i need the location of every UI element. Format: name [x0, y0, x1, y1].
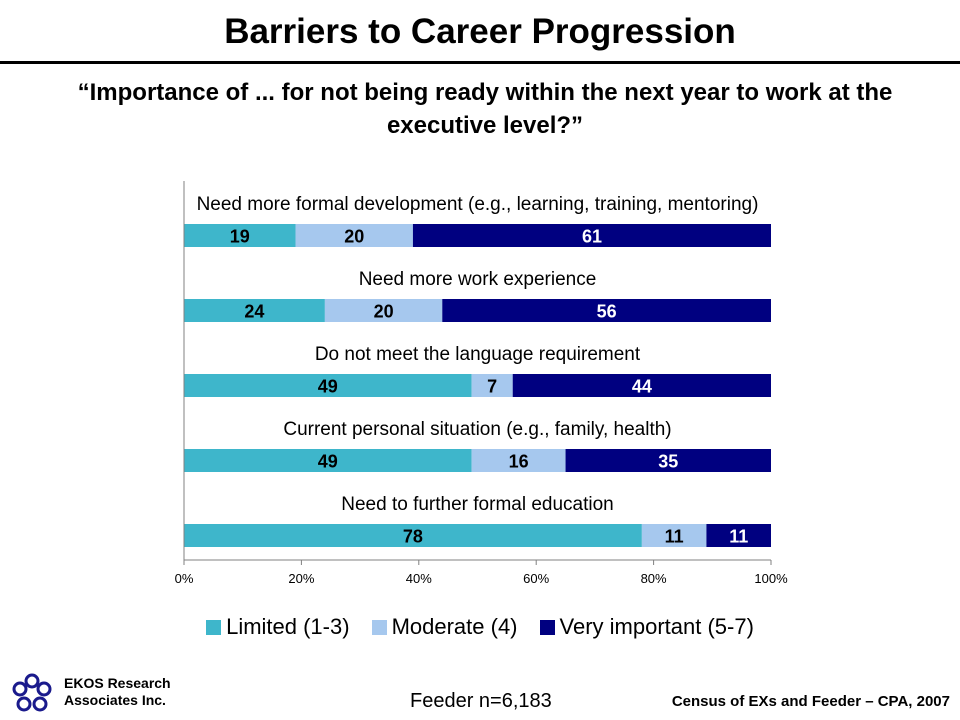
sample-size: Feeder n=6,183: [410, 690, 552, 712]
bar-very-important-5-7-2: [442, 299, 771, 322]
bar-moderate-4-1: [295, 224, 413, 247]
data-label-moderate-4-1: 20: [344, 227, 364, 247]
legend-swatch-very-important: [539, 619, 555, 635]
category-label-5: Need to further formal education: [341, 494, 614, 515]
org-name: EKOS Research Associates Inc.: [64, 675, 171, 709]
legend-label-limited: Limited (1-3): [226, 614, 350, 639]
legend-label-very-important: Very important (5-7): [559, 614, 754, 639]
bar-very-important-5-7-4: [565, 449, 771, 472]
bar-limited-1-3-3: [184, 374, 472, 397]
org-name-line2: Associates Inc.: [64, 692, 166, 708]
source-note: Census of EXs and Feeder – CPA, 2007: [671, 693, 950, 710]
data-label-limited-1-3-2: 24: [244, 302, 264, 322]
page-title: Barriers to Career Progression: [224, 12, 736, 51]
category-label-2: Need more work experience: [359, 269, 597, 290]
bar-limited-1-3-2: [184, 299, 325, 322]
data-label-limited-1-3-1: 19: [230, 227, 250, 247]
data-label-moderate-4-3: 7: [487, 377, 497, 397]
bar-moderate-4-2: [324, 299, 443, 322]
data-label-very-important-5-7-2: 56: [597, 302, 617, 322]
bar-limited-1-3-5: [184, 524, 642, 547]
ekos-logo-icon: [12, 673, 52, 712]
chart-subtitle: “Importance of ... for not being ready w…: [77, 79, 893, 139]
x-tick-label-4: 80%: [641, 571, 667, 586]
bar-moderate-4-4: [471, 449, 566, 472]
x-tick-label-3: 60%: [523, 571, 549, 586]
legend-item-limited: Limited (1-3): [206, 614, 350, 640]
legend-swatch-moderate: [371, 619, 387, 635]
org-name-line1: EKOS Research: [64, 675, 171, 691]
x-tick-label-1: 20%: [288, 571, 314, 586]
data-label-moderate-4-5: 11: [665, 527, 684, 547]
x-tick-label-5: 100%: [754, 571, 788, 586]
bar-moderate-4-5: [641, 524, 707, 547]
data-label-moderate-4-4: 16: [509, 452, 529, 472]
data-label-limited-1-3-5: 78: [403, 527, 423, 547]
legend-item-moderate: Moderate (4): [371, 614, 518, 640]
data-label-very-important-5-7-3: 44: [632, 377, 652, 397]
stacked-bar-chart: Need more formal development (e.g., lear…: [175, 181, 788, 586]
x-tick-label-0: 0%: [175, 571, 194, 586]
legend-swatch-limited: [206, 619, 222, 635]
data-label-very-important-5-7-1: 61: [582, 227, 602, 247]
chart-legend: Limited (1-3) Moderate (4) Very importan…: [0, 614, 960, 640]
bar-very-important-5-7-5: [706, 524, 771, 547]
legend-label-moderate: Moderate (4): [391, 614, 518, 639]
bar-very-important-5-7-3: [512, 374, 771, 397]
bar-limited-1-3-1: [184, 224, 296, 247]
data-label-very-important-5-7-5: 11: [729, 527, 748, 547]
x-tick-label-2: 40%: [406, 571, 432, 586]
category-label-3: Do not meet the language requirement: [315, 344, 641, 365]
category-label-4: Current personal situation (e.g., family…: [283, 419, 671, 440]
data-label-very-important-5-7-4: 35: [658, 452, 678, 472]
data-label-moderate-4-2: 20: [374, 302, 394, 322]
data-label-limited-1-3-4: 49: [318, 452, 338, 472]
legend-item-very-important: Very important (5-7): [539, 614, 754, 640]
bar-limited-1-3-4: [184, 449, 472, 472]
bar-moderate-4-3: [471, 374, 513, 397]
bar-very-important-5-7-1: [412, 224, 771, 247]
data-label-limited-1-3-3: 49: [318, 377, 338, 397]
category-label-1: Need more formal development (e.g., lear…: [197, 194, 759, 215]
title-divider: [0, 61, 960, 64]
